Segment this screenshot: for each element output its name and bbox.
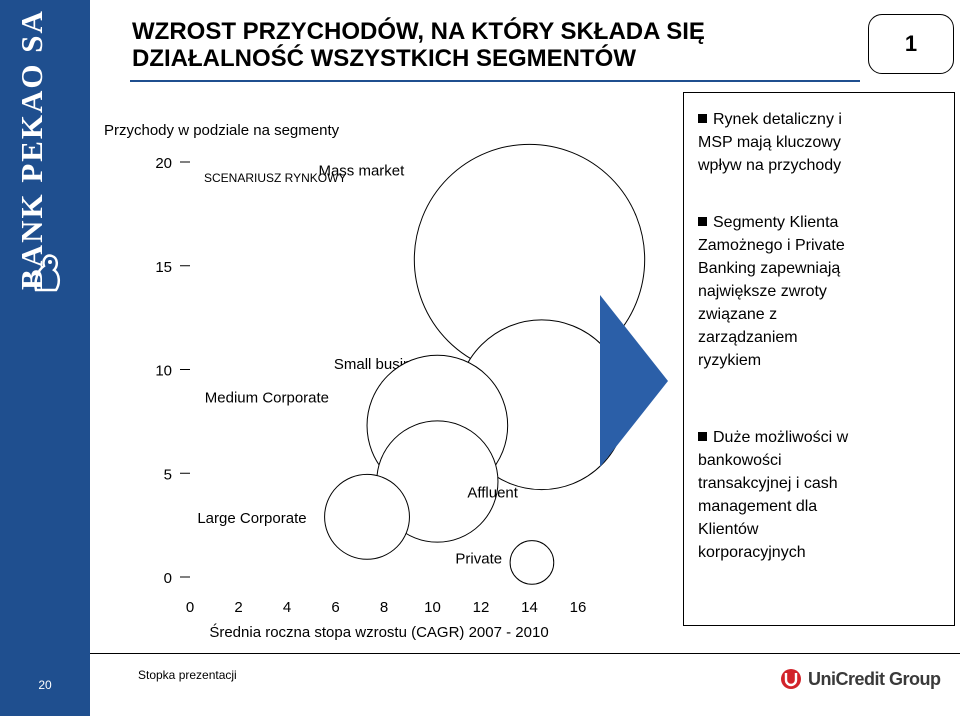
y-tick-label: 0 (164, 570, 172, 587)
bubble-label: Mass market (318, 163, 405, 180)
footer-text: Stopka prezentacji (138, 668, 237, 682)
x-tick-label: 0 (186, 599, 194, 616)
bullet-text: Segmenty Klienta Zamożnego i Private Ban… (698, 214, 845, 369)
y-tick-label: 5 (164, 466, 172, 483)
square-bullet-icon (698, 432, 707, 441)
x-tick-label: 14 (521, 599, 538, 616)
x-tick-label: 2 (234, 599, 242, 616)
x-tick-label: 12 (473, 599, 490, 616)
bullet-text: Rynek detaliczny i MSP mają kluczowy wpł… (698, 111, 842, 174)
bubble-label: Affluent (467, 485, 518, 502)
slide-title-line-2: DZIAŁALNOŚĆ WSZYSTKICH SEGMENTÓW (132, 45, 636, 72)
x-tick-label: 16 (570, 599, 587, 616)
x-tick-label: 10 (424, 599, 441, 616)
footer (0, 653, 960, 717)
title-rule (130, 80, 860, 82)
bullet-text: Duże możliwości w bankowości transakcyjn… (698, 429, 849, 561)
section-badge: 1 (868, 14, 954, 74)
square-bullet-icon (698, 114, 707, 123)
bubble (509, 540, 555, 585)
chart-annotation: SCENARIUSZ RYNKOWY (204, 171, 347, 185)
y-tick-label: 20 (155, 155, 172, 172)
bank-logo-icon (34, 254, 60, 292)
bubble-label: Large Corporate (197, 510, 306, 527)
x-axis-label: Średnia roczna stopa wzrostu (CAGR) 2007… (209, 623, 548, 641)
page-number: 20 (0, 653, 90, 716)
bubble (324, 473, 410, 560)
unicredit-logo-text: UniCredit Group (808, 668, 941, 689)
bubble-label: Private (455, 550, 502, 567)
x-tick-label: 4 (283, 599, 291, 616)
bullet-item: Segmenty Klienta Zamożnego i Private Ban… (698, 211, 845, 372)
sidebar-band (0, 0, 90, 653)
y-tick-label: 10 (155, 363, 172, 380)
bubble-label: Medium Corporate (205, 390, 329, 407)
x-tick-label: 8 (380, 599, 388, 616)
bullet-item: Duże możliwości w bankowości transakcyjn… (698, 426, 848, 564)
bullet-item: Rynek detaliczny i MSP mają kluczowy wpł… (698, 108, 842, 177)
arrow-right-icon (600, 295, 668, 467)
chart-title: Przychody w podziale na segmenty (104, 122, 340, 139)
unicredit-mark-icon (781, 669, 801, 689)
x-tick-label: 6 (331, 599, 339, 616)
bullet-panel: Rynek detaliczny i MSP mają kluczowy wpł… (683, 92, 955, 626)
square-bullet-icon (698, 217, 707, 226)
slide-title-line-1: WZROST PRZYCHODÓW, NA KTÓRY SKŁADA SIĘ (132, 18, 705, 45)
y-tick-label: 15 (155, 259, 172, 276)
unicredit-logo: UniCredit Group (780, 668, 941, 690)
bubble-chart: 0 5 10 15 20 0 2 4 6 8 10 12 14 16 Średnia roczna stop… (155, 143, 646, 641)
slide-title: WZROST PRZYCHODÓW, NA KTÓRY SKŁADA SIĘ D… (132, 18, 852, 72)
